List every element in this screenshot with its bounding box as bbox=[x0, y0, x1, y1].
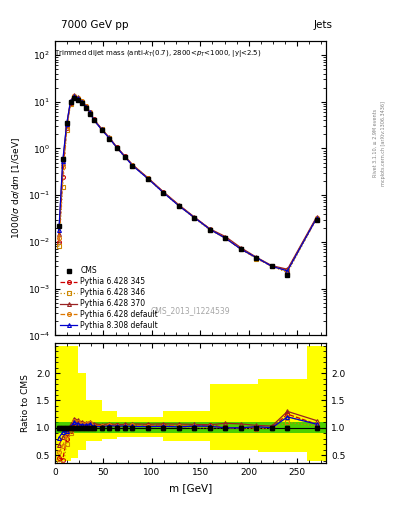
Text: 7000 GeV pp: 7000 GeV pp bbox=[61, 19, 129, 30]
Text: Rivet 3.1.10, ≥ 2.9M events: Rivet 3.1.10, ≥ 2.9M events bbox=[373, 109, 378, 178]
Y-axis label: Ratio to CMS: Ratio to CMS bbox=[21, 374, 30, 432]
Text: mcplots.cern.ch [arXiv:1306.3436]: mcplots.cern.ch [arXiv:1306.3436] bbox=[381, 101, 386, 186]
Text: CMS_2013_I1224539: CMS_2013_I1224539 bbox=[151, 306, 230, 315]
Legend: CMS, Pythia 6.428 345, Pythia 6.428 346, Pythia 6.428 370, Pythia 6.428 default,: CMS, Pythia 6.428 345, Pythia 6.428 346,… bbox=[57, 263, 161, 333]
Text: Trimmed dijet mass (anti-$k_T$(0.7), 2800<$p_T$<1000, |y|<2.5): Trimmed dijet mass (anti-$k_T$(0.7), 280… bbox=[54, 48, 262, 59]
Y-axis label: $1000/\sigma\ \mathrm{d}\sigma/\mathrm{d}m\ [1/\mathrm{GeV}]$: $1000/\sigma\ \mathrm{d}\sigma/\mathrm{d… bbox=[10, 137, 22, 239]
X-axis label: m [GeV]: m [GeV] bbox=[169, 483, 212, 493]
Text: Jets: Jets bbox=[313, 19, 332, 30]
